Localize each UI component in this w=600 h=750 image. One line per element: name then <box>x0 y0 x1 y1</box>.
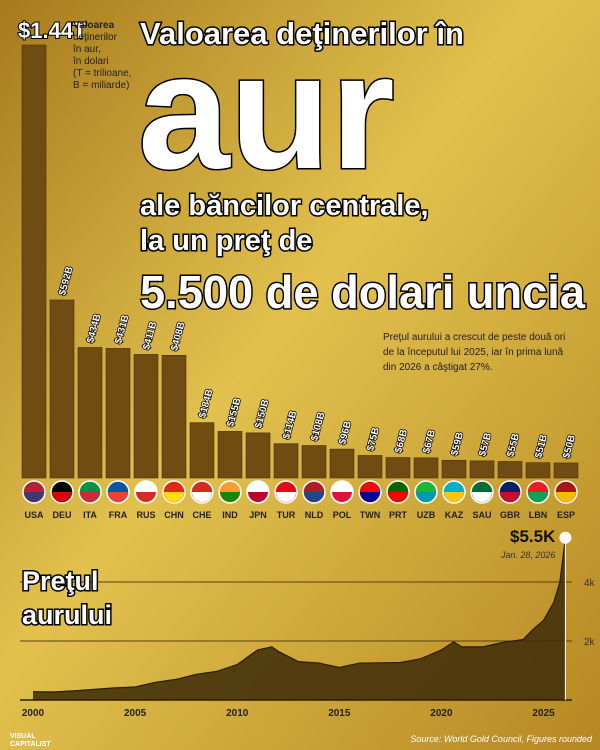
bar <box>273 443 299 479</box>
x-tick-label: DEU <box>52 510 71 520</box>
bar <box>49 299 75 479</box>
x-tick-label: UZB <box>417 510 436 520</box>
x-tick-label: CHE <box>192 510 211 520</box>
x-tick-label: NLD <box>305 510 324 520</box>
flag-part <box>556 492 576 502</box>
bar <box>553 462 579 479</box>
area <box>33 537 566 700</box>
last-point <box>559 531 572 544</box>
bar <box>189 422 215 479</box>
source: Source: World Gold Council, Figures roun… <box>410 734 593 744</box>
flag-part <box>304 492 324 502</box>
x-tick-label: TUR <box>277 510 296 520</box>
price-title: Preţul <box>22 566 99 596</box>
bar <box>329 448 355 479</box>
brand: VISUAL <box>10 733 36 740</box>
flag-part <box>500 492 520 502</box>
x-tick-label: ESP <box>557 510 575 520</box>
flag-part <box>220 492 240 502</box>
flag-part <box>388 492 408 502</box>
flag-part <box>108 492 128 502</box>
bar <box>245 432 271 479</box>
flag-part <box>248 492 268 502</box>
x-tick-label: SAU <box>472 510 491 520</box>
bar <box>133 354 159 479</box>
x-tick-label: JPN <box>249 510 267 520</box>
bar <box>301 445 327 479</box>
x-tick-label: 2025 <box>532 708 555 719</box>
flag-part <box>444 492 464 502</box>
annotation: Jan. 28, 2026 <box>500 550 556 560</box>
note-line: Valoarea <box>73 20 115 31</box>
y-tick-label: 2k <box>584 637 596 648</box>
x-tick-label: GBR <box>500 510 521 520</box>
x-tick-label: 2010 <box>226 708 249 719</box>
bar <box>497 461 523 479</box>
x-tick-label: PRT <box>389 510 408 520</box>
x-tick-label: USA <box>24 510 44 520</box>
bar <box>77 347 103 479</box>
price-title: aurului <box>22 600 112 630</box>
annotation: $5.5K <box>510 527 556 546</box>
subnote-line: de la începutul lui 2025, iar în prima l… <box>383 347 564 358</box>
y-tick-label: 4k <box>584 578 596 589</box>
line <box>32 537 566 693</box>
note-line: în dolari <box>72 56 109 67</box>
header: Valoarea deţinerilor în aur ale băncilor… <box>137 15 587 320</box>
bar <box>105 348 131 479</box>
bar <box>357 455 383 479</box>
subnote-line: din 2026 a câştigat 27%. <box>383 362 493 373</box>
x-tick-label: RUS <box>136 510 155 520</box>
bar <box>413 457 439 479</box>
flag-part <box>360 492 380 502</box>
flag-part <box>136 492 156 502</box>
subnote-line: Preţul aurului a crescut de peste două o… <box>383 332 565 343</box>
note-line: B = miliarde) <box>73 80 129 91</box>
x-tick-label: LBN <box>529 510 548 520</box>
x-tick-label: POL <box>333 510 352 520</box>
flag-part <box>472 492 492 502</box>
note-line: (T = trilioane, <box>73 68 131 79</box>
flag-part <box>276 492 296 502</box>
note-line: deţinerilor <box>73 32 118 43</box>
x-tick-label: 2000 <box>22 708 45 719</box>
flag-part <box>24 492 44 502</box>
x-tick-label: KAZ <box>445 510 464 520</box>
x-tick-label: 2005 <box>124 708 147 719</box>
flag-part <box>416 492 436 502</box>
flag-part <box>164 492 184 502</box>
x-tick-label: 2020 <box>430 708 453 719</box>
title-line: la un preţ de <box>140 225 312 257</box>
brand: CAPITALIST <box>10 741 51 748</box>
bar <box>161 355 187 479</box>
bar <box>21 44 47 479</box>
title-price: 5.500 de dolari uncia <box>140 266 585 318</box>
bar <box>217 431 243 479</box>
note: Valoarea deţinerilor în aur, în dolari (… <box>72 20 565 373</box>
bar <box>385 457 411 479</box>
flag-part <box>332 492 352 502</box>
value-label: $1.44T <box>18 18 87 43</box>
flag-part <box>80 492 100 502</box>
x-tick-label: 2015 <box>328 708 351 719</box>
x-tick-label: ITA <box>83 510 97 520</box>
x-tick-label: IND <box>222 510 238 520</box>
bar <box>469 460 495 479</box>
flag-part <box>192 492 212 502</box>
title-line: ale băncilor centrale, <box>140 190 429 222</box>
bar <box>525 462 551 479</box>
x-tick-label: FRA <box>109 510 128 520</box>
note-line: în aur, <box>72 44 101 55</box>
title-big: aur <box>138 19 395 203</box>
flag-part <box>528 492 548 502</box>
x-tick-label: TWN <box>360 510 381 520</box>
x-tick-label: CHN <box>164 510 184 520</box>
flag-part <box>52 492 72 502</box>
bar <box>441 459 467 479</box>
price-chart: 2k 4k 2000 2005 2010 2015 2020 2025 $5.5K Jan. 28… <box>20 527 596 719</box>
title-line: Valoarea deţinerilor în <box>140 16 464 51</box>
